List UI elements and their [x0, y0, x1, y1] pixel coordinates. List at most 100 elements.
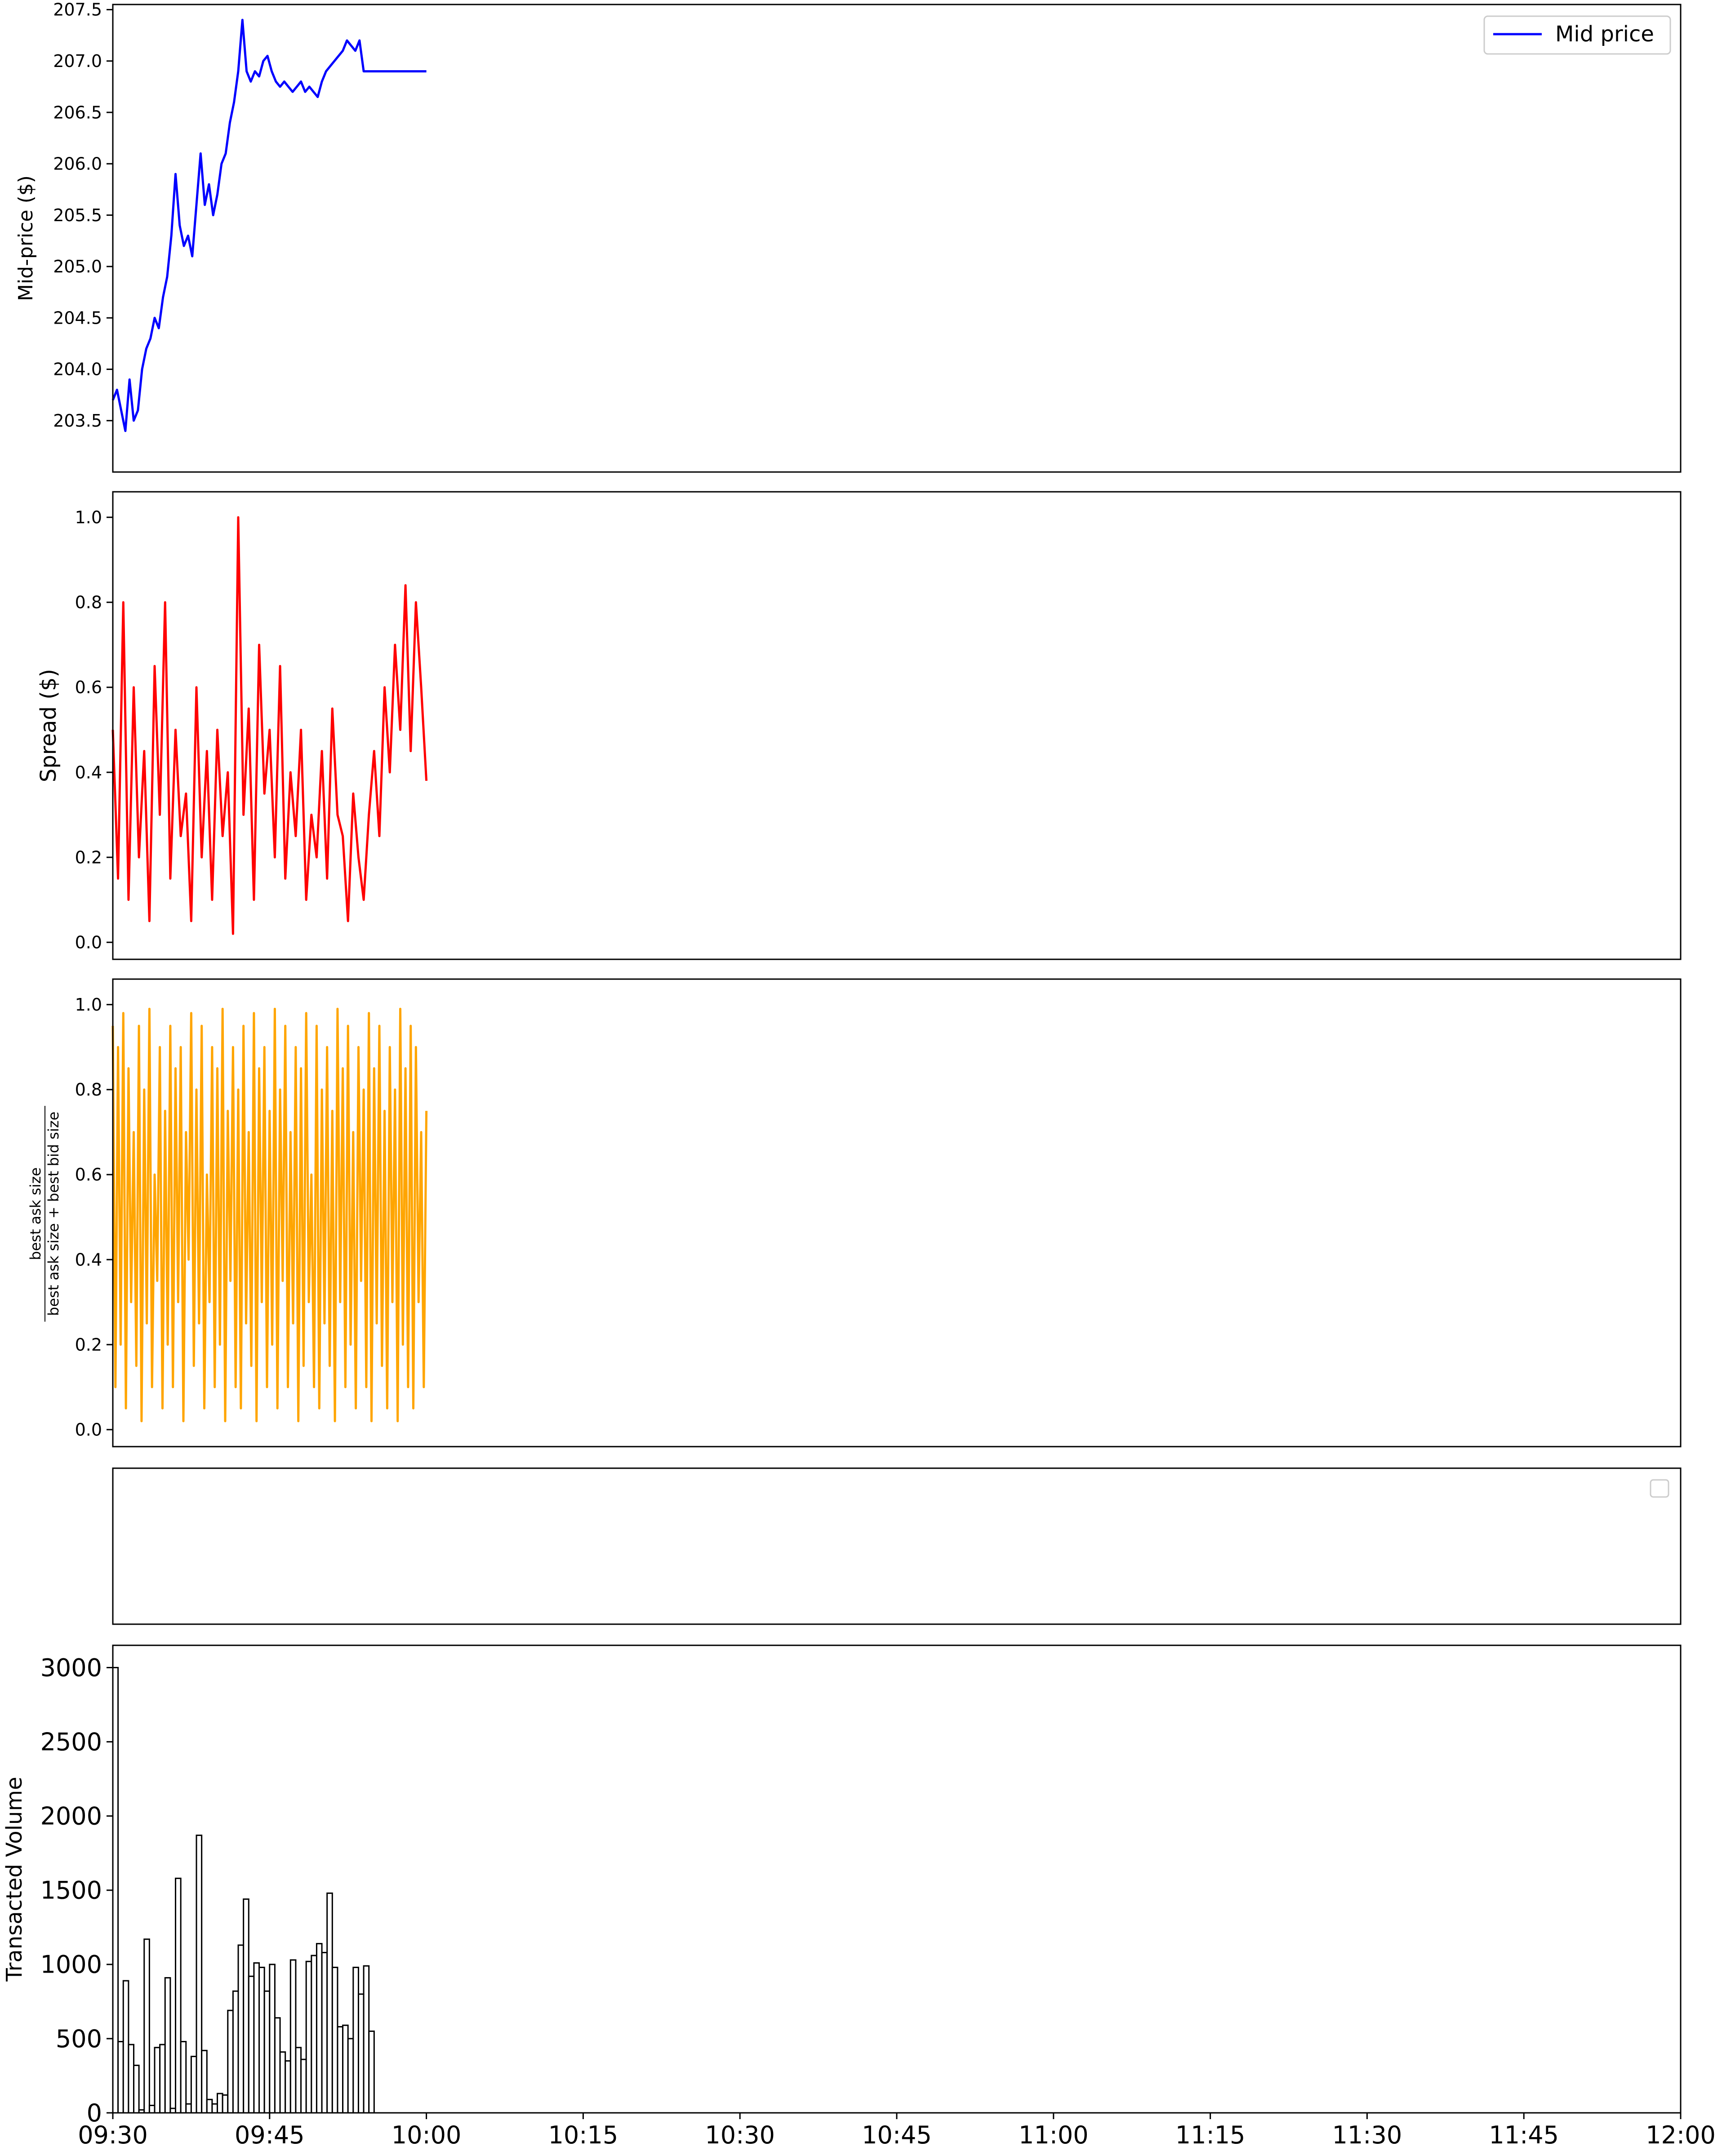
imbalance-label-denominator: best ask size + best bid size [45, 1112, 62, 1316]
volume-bar [217, 2093, 223, 2114]
empty-legend-box [1650, 1479, 1669, 1498]
empty-axes-frame [112, 1467, 1682, 1625]
x-tick-label: 10:00 [392, 2121, 462, 2149]
volume-bar [368, 2030, 375, 2114]
panel-mid-price: 203.5 204.0 204.5 205.0 205.5 206.0 206.5 207.0… [14, 0, 1682, 473]
volume-bar [159, 2044, 166, 2114]
series-line [111, 516, 428, 935]
volume-bar [211, 2103, 218, 2114]
volume-bar [180, 2041, 187, 2114]
y-tick-label: 2500 [40, 1728, 102, 1756]
y-tick-label: 207.0 [53, 51, 102, 71]
volume-bar [347, 2038, 354, 2114]
panel-empty [112, 1467, 1682, 1625]
volume-bar [337, 2026, 344, 2114]
volume-bar [342, 2024, 349, 2114]
volume-bar [232, 1990, 239, 2114]
volume-bar [227, 2009, 234, 2114]
y-tick-label: 0.0 [75, 1420, 102, 1439]
volume-bar [331, 1966, 338, 2114]
volume-bar [253, 1962, 260, 2114]
x-tick-label: 09:45 [235, 2121, 305, 2149]
panel-imbalance: 0.0 0.2 0.4 0.6 0.8 1.0 best ask size best as… [27, 978, 1682, 1448]
y-tick-label: 1.0 [75, 995, 102, 1015]
x-tick-label: 10:15 [548, 2121, 618, 2149]
volume-bar [117, 2041, 124, 2114]
y-tick-label: 500 [56, 2025, 102, 2053]
volume-bar [316, 1943, 323, 2114]
volume-bar [143, 1938, 150, 2114]
imbalance-y-ticks: 0.0 0.2 0.4 0.6 0.8 1.0 [75, 995, 113, 1439]
imbalance-y-axis-label: best ask size best ask size + best bid s… [27, 1106, 62, 1322]
volume-bar [154, 2047, 161, 2114]
imbalance-axes-frame [112, 978, 1682, 1448]
y-tick-label: 0 [87, 2099, 102, 2127]
y-tick-label: 205.0 [53, 257, 102, 276]
volume-bar [206, 2098, 213, 2114]
y-tick-label: 0.0 [75, 932, 102, 952]
volume-bar [190, 2056, 197, 2114]
x-tick-label: 09:30 [78, 2121, 148, 2149]
panel-spread: 0.0 0.2 0.4 0.6 0.8 1.0 Spread ($) [36, 491, 1682, 960]
volume-bar [274, 2017, 281, 2114]
y-tick-label: 0.8 [75, 1080, 102, 1100]
y-tick-label: 204.5 [53, 308, 102, 328]
volume-bar [201, 2049, 208, 2114]
y-tick-label: 206.5 [53, 102, 102, 122]
volume-bar [352, 1966, 359, 2114]
mid-price-legend: Mid price [1483, 15, 1671, 55]
imbalance-label-numerator: best ask size [27, 1167, 44, 1260]
volume-bar [326, 1892, 333, 2114]
y-tick-label: 207.5 [53, 0, 102, 20]
volume-bar [112, 1667, 119, 2114]
volume-bar [237, 1944, 245, 2114]
volume-bar [185, 2103, 192, 2114]
x-tick-label: 10:30 [705, 2121, 775, 2149]
volume-bar [363, 1965, 370, 2114]
volume-bar [357, 1993, 365, 2114]
panel-volume: 0 500 1000 1500 2000 2500 3000 09:30 09:45 10:00… [2, 1644, 1716, 2149]
y-tick-label: 0.2 [75, 847, 102, 867]
series-line [111, 1007, 428, 1422]
volume-bar [305, 1960, 312, 2114]
volume-bar [243, 1898, 249, 2114]
mid-price-axes-frame [112, 4, 1682, 473]
y-tick-label: 2000 [40, 1802, 102, 1831]
volume-bar [285, 2060, 291, 2114]
spread-axes-frame [112, 491, 1682, 960]
volume-bar [175, 1877, 182, 2114]
mid-price-legend-box [1483, 15, 1671, 55]
x-tick-label: 10:45 [862, 2121, 932, 2149]
volume-x-ticks: 09:30 09:45 10:00 10:15 10:30 10:45 11:00 11:15… [78, 2113, 1716, 2149]
y-tick-label: 0.4 [75, 762, 102, 782]
volume-bar [295, 2047, 302, 2114]
x-tick-label: 11:30 [1332, 2121, 1402, 2149]
mid-price-y-axis-label: Mid-price ($) [14, 175, 37, 301]
y-tick-label: 0.6 [75, 677, 102, 697]
volume-bar [128, 2044, 135, 2114]
mid-price-line-group [111, 18, 427, 432]
volume-bar [311, 1955, 317, 2114]
volume-bar [164, 1977, 171, 2114]
x-tick-label: 12:00 [1646, 2121, 1716, 2149]
x-tick-label: 11:00 [1019, 2121, 1089, 2149]
y-tick-label: 204.0 [53, 360, 102, 379]
y-tick-label: 0.4 [75, 1250, 102, 1270]
volume-bar [300, 2058, 307, 2114]
volume-bar [148, 2104, 156, 2114]
volume-bar [321, 1951, 328, 2114]
imbalance-line-group [111, 1007, 428, 1422]
y-tick-label: 1000 [40, 1951, 102, 1979]
volume-bar [258, 1966, 265, 2114]
volume-bar [122, 1980, 129, 2114]
y-tick-label: 3000 [40, 1653, 102, 1682]
volume-y-ticks: 0 500 1000 1500 2000 2500 3000 [40, 1653, 113, 2127]
volume-bar [248, 1975, 255, 2114]
spread-y-ticks: 0.0 0.2 0.4 0.6 0.8 1.0 [75, 508, 113, 952]
y-tick-label: 0.2 [75, 1335, 102, 1354]
y-tick-label: 205.5 [53, 205, 102, 225]
y-tick-label: 1500 [40, 1876, 102, 1905]
volume-bar [222, 2094, 229, 2114]
